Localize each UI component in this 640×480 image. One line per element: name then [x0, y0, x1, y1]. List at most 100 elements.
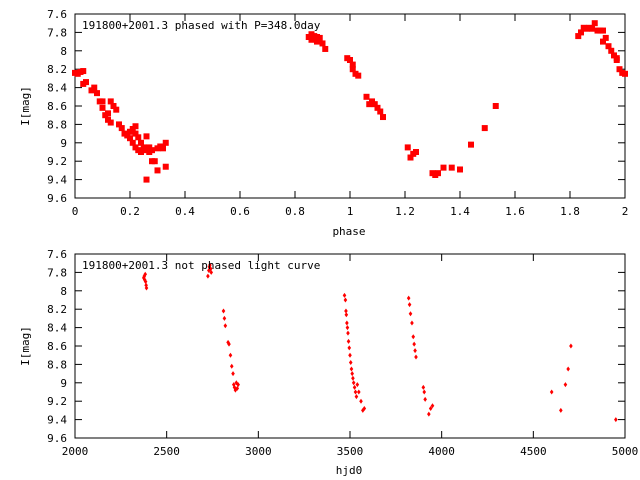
- y-tick-label: 8.8: [47, 358, 67, 371]
- data-point: [616, 66, 623, 73]
- data-point: [411, 334, 416, 340]
- y-tick-label: 8.6: [47, 100, 67, 113]
- y-tick-label: 7.8: [47, 266, 67, 279]
- data-point: [492, 103, 499, 109]
- data-point: [127, 135, 133, 142]
- data-point: [350, 371, 354, 377]
- data-points: [141, 262, 618, 423]
- data-point: [406, 295, 411, 301]
- data-point: [107, 98, 114, 105]
- y-tick-label: 8.4: [47, 82, 67, 95]
- data-point: [236, 382, 240, 388]
- data-point: [223, 323, 228, 329]
- y-tick-label: 7.6: [47, 248, 67, 261]
- data-point: [143, 271, 148, 277]
- data-point: [407, 154, 414, 161]
- data-point: [116, 121, 122, 128]
- plot-frame: [74, 253, 626, 439]
- data-point: [600, 27, 606, 34]
- y-axis-label: I[mag]: [19, 86, 32, 126]
- data-point: [144, 285, 149, 291]
- data-point: [435, 170, 441, 177]
- data-point: [605, 43, 612, 50]
- x-axis-ticks: 2000 2500 3000 3500 4000 4500 5000: [62, 254, 639, 458]
- data-point: [206, 273, 210, 279]
- data-point: [132, 123, 139, 130]
- data-point: [351, 375, 355, 381]
- x-tick-label: 5000: [612, 445, 639, 458]
- data-point: [566, 366, 570, 372]
- data-point: [208, 262, 212, 268]
- data-point: [414, 354, 418, 360]
- data-point: [363, 93, 370, 100]
- data-point: [348, 352, 352, 358]
- data-point: [357, 389, 361, 395]
- data-point: [140, 147, 147, 154]
- data-point: [413, 348, 417, 354]
- data-point: [319, 40, 326, 47]
- data-point: [591, 20, 598, 27]
- data-point: [222, 315, 227, 321]
- data-point: [377, 108, 384, 115]
- x-tick-label: 0: [72, 205, 79, 218]
- data-point: [575, 33, 582, 40]
- data-point: [149, 147, 155, 154]
- y-tick-label: 9.4: [47, 414, 67, 427]
- data-point: [348, 360, 353, 366]
- data-point: [354, 394, 359, 400]
- data-point: [468, 141, 474, 148]
- data-point: [138, 139, 144, 146]
- data-point: [404, 144, 411, 151]
- y-tick-label: 8.2: [47, 63, 67, 76]
- phased-light-curve-chart: 7.6 7.8 8 8.2 8.4 8.6 8.8 9 9.2 9.4 9.6 0 0.2 0.4 0.6…: [19, 8, 628, 238]
- data-point: [371, 101, 378, 108]
- data-point: [423, 396, 427, 402]
- y-axis-label: I[mag]: [19, 326, 32, 366]
- x-tick-label: 1.4: [450, 205, 470, 218]
- x-tick-label: 0.8: [285, 205, 305, 218]
- data-point: [380, 114, 386, 121]
- data-point: [226, 339, 230, 345]
- data-point: [344, 308, 348, 314]
- data-point: [408, 311, 413, 317]
- data-point: [346, 338, 351, 344]
- data-point: [143, 133, 150, 140]
- data-point: [355, 72, 362, 79]
- data-point: [600, 38, 606, 45]
- data-point: [142, 273, 147, 279]
- x-tick-label: 1: [347, 205, 354, 218]
- data-point: [362, 406, 367, 412]
- data-point: [221, 308, 226, 314]
- data-point: [351, 380, 356, 386]
- data-point: [228, 352, 233, 358]
- x-tick-label: 1.8: [560, 205, 580, 218]
- data-point: [602, 34, 609, 41]
- x-axis-ticks: 0 0.2 0.4 0.6 0.8 1 1.2 1.4 1.6 1.8 2: [72, 14, 629, 218]
- x-tick-label: 1.2: [395, 205, 415, 218]
- data-point: [207, 268, 211, 274]
- y-tick-label: 9.2: [47, 155, 67, 168]
- y-axis-ticks: 7.6 7.8 8 8.2 8.4 8.6 8.8 9 9.2 9.4 9.6: [47, 248, 625, 445]
- data-point: [347, 345, 352, 351]
- y-tick-label: 9.6: [47, 432, 67, 445]
- x-tick-label: 2000: [62, 445, 89, 458]
- data-point: [549, 389, 554, 395]
- data-point: [135, 134, 142, 141]
- data-point: [559, 407, 563, 413]
- unphased-light-curve-chart: 7.6 7.8 8 8.2 8.4 8.6 8.8 9 9.2 9.4 9.6 2000 2500 30…: [19, 248, 638, 477]
- chart-title: 191800+2001.3 not phased light curve: [82, 259, 320, 272]
- data-point: [229, 363, 234, 369]
- x-tick-label: 2: [622, 205, 629, 218]
- y-tick-label: 9.4: [47, 174, 67, 187]
- x-tick-label: 0.2: [120, 205, 140, 218]
- data-point: [154, 167, 161, 174]
- data-points: [72, 20, 628, 183]
- chart-title: 191800+2001.3 phased with P=348.0day: [82, 19, 321, 32]
- data-point: [110, 103, 117, 109]
- y-tick-label: 7.8: [47, 26, 67, 39]
- data-point: [105, 110, 111, 117]
- y-tick-label: 9: [60, 137, 67, 150]
- data-point: [421, 384, 426, 390]
- data-point: [427, 411, 431, 417]
- data-point: [374, 104, 381, 111]
